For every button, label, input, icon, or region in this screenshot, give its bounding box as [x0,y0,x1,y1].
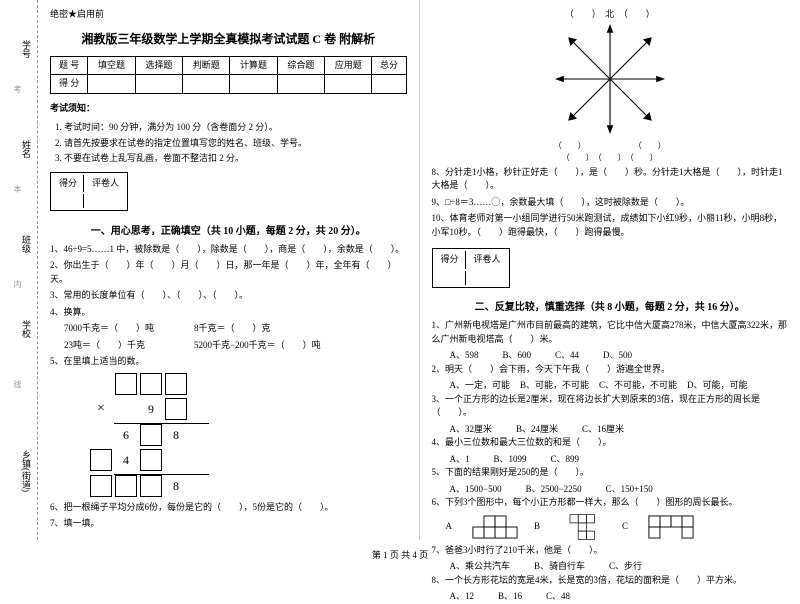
s2q6: 6、下列3个图形中，每个小正方形都一样大，那么（ ）图形的周长最长。 [432,496,789,510]
section2-title: 二、反复比较，慎重选择（共 8 小题，每题 2 分，共 16 分）。 [432,300,789,315]
q4: 4、换算。 [50,306,407,320]
shape-options: A B C [446,514,789,540]
exam-title: 湘教版三年级数学上学期全真模拟考试试题 C 卷 附解析 [50,30,407,48]
q7: 7、填一填。 [50,517,407,531]
q5: 5、在里填上适当的数。 [50,355,407,369]
binding-mark: 线 [12,380,23,388]
th: 计算题 [230,56,277,75]
scorebox2: 得分评卷人 [432,248,510,288]
s2q1: 1、广州新电视塔是广州市目前最高的建筑，它比中信大厦高278米，中信大厦高322… [432,319,789,346]
binding-label-id: 学号 [20,40,33,58]
notice-item: 考试时间：90 分钟，满分为 100 分（含卷面分 2 分）。 [64,121,407,135]
notice-item: 不要在试卷上乱写乱画，卷面不整洁扣 2 分。 [64,152,407,166]
q1: 1、46÷9=5……1 中，被除数是（ ），除数是（ ），商是（ ），余数是（ … [50,243,407,257]
th: 总分 [372,56,406,75]
compass-north: 北 [605,9,614,19]
page-footer: 第 1 页 共 4 页 [0,548,800,561]
binding-label-name: 姓名 [20,140,33,158]
q8: 8、分针走1小格，秒针正好走（ ），是（ ）秒。分针走1大格是（ ），时针走1大… [432,166,789,193]
q10: 10、体育老师对第一小组同学进行50米跑测试，成绩如下小红9秒，小丽11秒，小明… [432,212,789,239]
binding-label-school: 学校 [20,320,33,338]
scorebox-c1: 得分 [435,251,466,269]
binding-label-class: 班级 [20,235,33,253]
q6: 6、把一根绳子平均分成6份，每份是它的（ ），5份是它的（ ）。 [50,501,407,515]
scorebox-c2: 评卷人 [86,175,125,193]
td: 得 分 [51,75,88,94]
binding-mark: 内 [12,280,23,288]
section1-title: 一、用心思考，正确填空（共 10 小题，每题 2 分，共 20 分）。 [50,224,407,239]
th: 填空题 [88,56,135,75]
s2q5: 5、下面的结果刚好是250的是（ ）。 [432,466,789,480]
s2q8: 8、一个长方形花坛的宽是4米，长是宽的3倍，花坛的面积是（ ）平方米。 [432,574,789,588]
compass-diagram [555,24,665,134]
th: 综合题 [277,56,324,75]
binding-mark: 考 [12,85,23,93]
s2q4: 4、最小三位数和最大三位数的和是（ ）。 [432,436,789,450]
scorebox-c2: 评卷人 [468,251,507,269]
binding-label-town: 乡镇(街道) [20,450,33,492]
shape-b [560,514,606,540]
scorebox-c1: 得分 [53,175,84,193]
q4a: 7000千克＝（ ）吨 [64,322,154,336]
shape-a [472,514,518,540]
th: 应用题 [325,56,372,75]
notice-list: 考试时间：90 分钟，满分为 100 分（含卷面分 2 分）。 请首先按要求在试… [50,121,407,166]
s2q2: 2、明天（ ）会下雨，今天下午我（ ）游遍全世界。 [432,363,789,377]
q3: 3、常用的长度单位有（ ）、（ ）、（ ）。 [50,289,407,303]
column-left: 绝密★启用前 湘教版三年级数学上学期全真模拟考试试题 C 卷 附解析 题 号 填… [38,0,420,540]
shape-c [648,514,694,540]
scorebox: 得分评卷人 [50,172,128,212]
q2: 2、你出生于（ ）年（ ）月（ ）日，那一年是（ ）年，全年有（ ）天。 [50,259,407,286]
notice-item: 请首先按要求在试卷的指定位置填写您的姓名、班级、学号。 [64,137,407,151]
q4c: 23吨＝（ ）千克 [64,339,154,353]
score-table: 题 号 填空题 选择题 判断题 计算题 综合题 应用题 总分 得 分 [50,56,407,94]
q9: 9、□÷8＝3……◯，余数最大填（ ），这时被除数是（ ）。 [432,196,789,210]
q4d: 5200千克−200千克＝（ ）吨 [194,339,321,353]
multiplication-grid: ×9 68 4 8 [90,373,407,497]
notice-head: 考试须知： [50,102,407,116]
th: 判断题 [183,56,230,75]
th: 选择题 [135,56,182,75]
q4b: 8千克＝（ ）克 [194,322,321,336]
confidential-note: 绝密★启用前 [50,8,407,22]
binding-margin: 学号 考 姓名 本 班级 内 学校 线 乡镇(街道) [0,0,38,540]
binding-mark: 本 [12,185,23,193]
th: 题 号 [51,56,88,75]
s2q3: 3、一个正方形的边长是2厘米，现在将边长扩大到原来的3倍，现在正方形的周长是（ … [432,393,789,420]
column-right: （ ） 北 （ ） （ ） （ ） [420,0,800,540]
